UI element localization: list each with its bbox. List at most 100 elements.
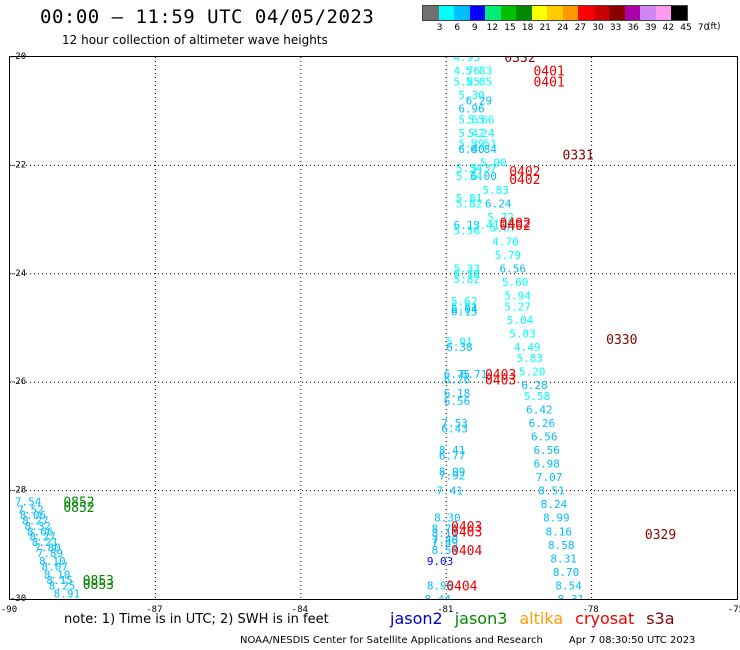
- swh-label: 5.82: [453, 273, 480, 286]
- legend-swatch: [485, 6, 501, 20]
- swh-label: 5.34: [456, 170, 483, 183]
- legend-label: 15: [504, 23, 516, 33]
- legend-label: 39: [645, 23, 657, 33]
- swh-label: 8.11: [432, 527, 459, 540]
- swh-label: 8.25: [49, 579, 75, 592]
- swh-label: 5.60: [502, 276, 528, 289]
- credit-timestamp: Apr 7 08:30:50 UTC 2023: [568, 635, 696, 646]
- swh-label: 7.92: [439, 469, 466, 482]
- swh-label: 6.75: [444, 368, 471, 381]
- credit-source: NOAA/NESDIS Center for Satellite Applica…: [240, 635, 543, 646]
- x-tick-label: -90: [1, 605, 17, 615]
- track-time-label: 0404: [451, 544, 482, 559]
- swh-label: 5.27: [504, 300, 531, 313]
- legend-swatch: [609, 6, 625, 20]
- swh-label: 5.90: [480, 157, 507, 170]
- swh-label: 6.29: [466, 94, 493, 107]
- swh-label: 6.98: [533, 458, 560, 471]
- swh-label: 4.76: [453, 65, 480, 78]
- swh-label: 6.13: [453, 219, 480, 232]
- swh-label: 8.71: [432, 523, 459, 536]
- swh-label: 5.83: [466, 65, 493, 78]
- swh-label: 7.80: [34, 542, 61, 555]
- swh-label: 8.16: [546, 525, 573, 538]
- note-text: note: 1) Time is in UTC; 2) SWH is in fe…: [64, 612, 329, 627]
- swh-label: 6.24: [485, 197, 512, 210]
- swh-label: 4.49: [514, 341, 541, 354]
- swh-label: 6.28: [521, 379, 548, 392]
- track-time-label: 0853: [83, 578, 114, 593]
- swh-label: 6.76: [444, 373, 471, 386]
- track-time-label: 0403: [451, 520, 482, 535]
- legend-label: 42: [662, 23, 675, 33]
- swh-label: 6.84: [470, 143, 497, 156]
- swh-label: 5.20: [519, 365, 546, 378]
- legend-label: 30: [592, 23, 604, 33]
- swh-label: 8.30: [434, 512, 461, 525]
- legend-label: 45: [680, 23, 692, 33]
- track-time-label: 0853: [83, 574, 114, 589]
- swh-label: 8.06: [20, 509, 47, 522]
- swh-label: 8.54: [555, 579, 582, 592]
- legend-swatch: [578, 6, 594, 20]
- satellite-jason2: jason2: [390, 609, 443, 628]
- track-time-label: 0329: [645, 528, 676, 543]
- legend-label: 36: [627, 23, 639, 33]
- legend-swatch: [516, 6, 532, 20]
- swh-label: 7.41: [437, 485, 464, 498]
- track-time-label: 0402: [500, 216, 531, 231]
- swh-label: 5.94: [504, 289, 531, 302]
- satellite-jason3: jason3: [454, 609, 508, 628]
- legend-swatch: [640, 6, 656, 20]
- legend-label: 6: [454, 23, 461, 33]
- swh-label: 8.27: [22, 514, 49, 527]
- legend-label: 21: [539, 23, 551, 33]
- track-time-label: 0403: [485, 368, 516, 383]
- swh-label: 5.58: [524, 390, 551, 403]
- track-time-label: 0332: [504, 57, 535, 66]
- swh-label: 5.04: [507, 314, 534, 327]
- swh-label: 8.21: [32, 536, 58, 549]
- legend-label: 24: [557, 23, 569, 33]
- credit-line: NOAA/NESDIS Center for Satellite Applica…: [240, 635, 695, 646]
- page-title: 00:00 – 11:59 UTC 04/05/2023: [40, 6, 375, 28]
- swh-label: 5.81: [456, 192, 483, 205]
- satellite-s3a: s3a: [646, 609, 675, 628]
- swh-label: 6.42: [526, 403, 553, 416]
- track-time-label: 0401: [533, 75, 564, 90]
- swh-label: 5.24: [468, 127, 495, 140]
- swh-label: 8.58: [548, 539, 575, 552]
- swh-label: 6.00: [470, 170, 497, 183]
- swh-label: 8.24: [541, 498, 568, 511]
- swh-label: 8.27: [29, 531, 55, 544]
- swh-label: 8.09: [439, 466, 466, 479]
- legend-swatch: [454, 6, 470, 20]
- track-time-label: 0404: [446, 579, 477, 594]
- swh-label: 8.15: [46, 574, 73, 587]
- swh-label: 6.96: [458, 102, 485, 115]
- swh-label: 7.07: [536, 471, 563, 484]
- swh-label: 7.53: [441, 417, 468, 430]
- legend-label: 27: [574, 23, 587, 33]
- swh-label: 5.33: [453, 262, 480, 275]
- satellite-cryosat: cryosat: [575, 609, 635, 628]
- legend-swatch: [469, 6, 485, 20]
- swh-label: 5.51: [470, 138, 497, 151]
- legend-unit: (ft): [707, 22, 721, 32]
- legend-swatch: [547, 6, 563, 20]
- swh-label: 5.39: [458, 138, 485, 151]
- swh-label: 5.83: [516, 352, 543, 365]
- x-tick-label: -75: [728, 605, 740, 615]
- swh-label: 6.71: [461, 368, 488, 381]
- swh-label: 8.70: [553, 566, 580, 579]
- swh-label: 5.30: [458, 89, 485, 102]
- subtitle: 12 hour collection of altimeter wave hei…: [62, 33, 328, 47]
- swh-label: 5.42: [458, 127, 485, 140]
- swh-label: 5.65: [458, 113, 485, 126]
- swh-label: 5.91: [446, 336, 473, 349]
- swh-label: 8.91: [54, 588, 80, 599]
- legend-swatch: [500, 6, 516, 20]
- swh-label: 7.52: [17, 504, 44, 517]
- swh-label: 5.56: [453, 224, 480, 237]
- swh-label: 7.49: [432, 537, 459, 550]
